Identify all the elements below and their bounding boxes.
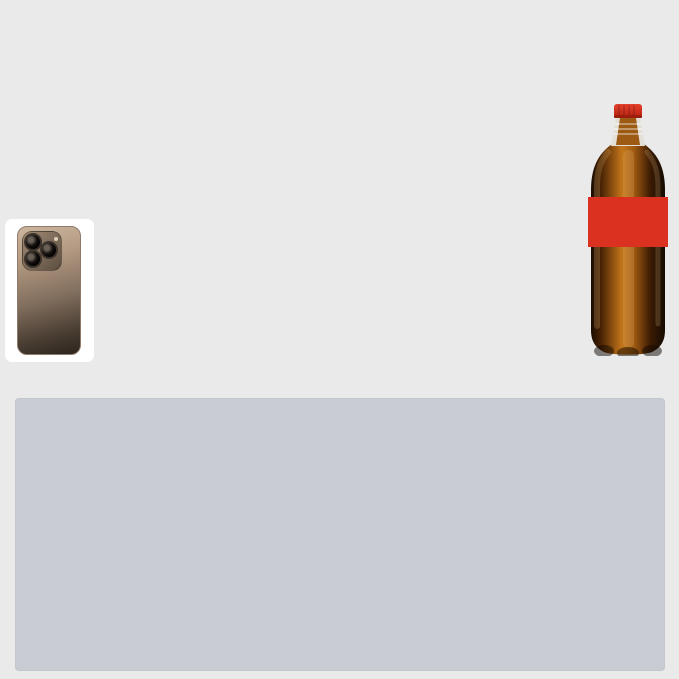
camera-flash-icon bbox=[54, 237, 58, 241]
product-lineup bbox=[5, 104, 668, 362]
soda-label bbox=[588, 197, 668, 247]
soda-bottle-2l-image bbox=[588, 104, 668, 356]
camera-module-icon bbox=[22, 231, 62, 271]
iphone-image bbox=[17, 226, 81, 355]
phone-card bbox=[5, 219, 94, 362]
soda-cap bbox=[614, 104, 642, 118]
camera-lens-icon bbox=[40, 241, 58, 259]
size-comparison-table bbox=[15, 398, 665, 671]
camera-lens-icon bbox=[24, 250, 42, 268]
